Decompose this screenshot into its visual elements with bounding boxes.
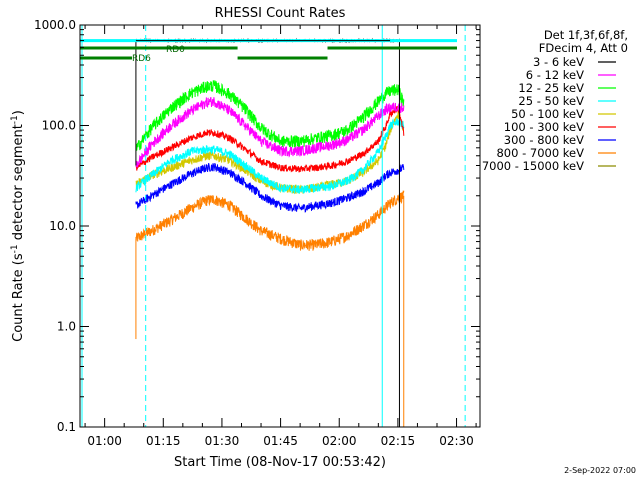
legend-label: 7000 - 15000 keV: [482, 159, 584, 173]
timestamp: 2-Sep-2022 07:00: [564, 466, 636, 475]
y-label-part-3: ): [11, 110, 26, 115]
legend-label: 100 - 300 keV: [504, 120, 584, 134]
legend-label: 800 - 7000 keV: [496, 146, 584, 160]
legend-label: 12 - 25 keV: [518, 81, 584, 95]
x-tick-label: 01:00: [87, 434, 122, 448]
y-label-part-2: detector segment: [11, 124, 26, 244]
chart-title: RHESSI Count Rates: [215, 6, 346, 21]
legend-label: 3 - 6 keV: [533, 55, 584, 69]
x-tick-label: 01:30: [205, 434, 240, 448]
legend: Det 1f,3f,6f,8f, FDecim 4, Att 0 3 - 6 k…: [482, 28, 628, 173]
y-tick-label: 1.0: [57, 320, 76, 334]
series-line: [135, 118, 405, 194]
x-tick-label: 02:00: [322, 434, 357, 448]
series-line: [135, 163, 405, 213]
y-label-exp-1: -1: [10, 244, 20, 253]
x-axis-label: Start Time (08-Nov-17 00:53:42): [174, 455, 386, 470]
y-tick-label: 10.0: [49, 219, 76, 233]
series-line: [135, 80, 405, 152]
y-axis: 0.1 1.0 10.0 100.0 1000.0: [34, 18, 480, 434]
plot-frame: [79, 24, 481, 428]
series-line: [135, 190, 405, 251]
legend-label: 50 - 100 keV: [511, 107, 584, 121]
legend-label: 25 - 50 keV: [518, 94, 584, 108]
legend-header-2: FDecim 4, Att 0: [539, 41, 628, 55]
y-tick-label: 100.0: [42, 119, 76, 133]
legend-label: 300 - 800 keV: [504, 133, 584, 147]
overlay-layer: RD0 RD6: [80, 25, 466, 427]
legend-header-1: Det 1f,3f,6f,8f,: [544, 28, 628, 42]
annotation-rd6: RD6: [132, 54, 151, 64]
y-label-part-1: Count Rate (s: [11, 253, 26, 342]
series-line: [135, 106, 405, 173]
legend-label: 6 - 12 keV: [526, 68, 584, 82]
x-axis: 01:00 01:15 01:30 01:45 02:00 02:15 02:30: [84, 25, 477, 448]
y-tick-label: 1000.0: [34, 18, 76, 32]
y-tick-label: 0.1: [57, 420, 76, 434]
x-tick-label: 02:15: [381, 434, 416, 448]
y-label-exp-2: -1: [10, 115, 20, 124]
x-tick-label: 02:30: [439, 434, 474, 448]
series-line: [135, 97, 405, 168]
y-axis-label: Count Rate (s-1 detector segment-1): [10, 110, 26, 342]
data-layer: [135, 37, 405, 427]
annotation-rd0: RD0: [166, 45, 185, 55]
x-tick-label: 01:45: [263, 434, 298, 448]
x-tick-label: 01:15: [146, 434, 181, 448]
